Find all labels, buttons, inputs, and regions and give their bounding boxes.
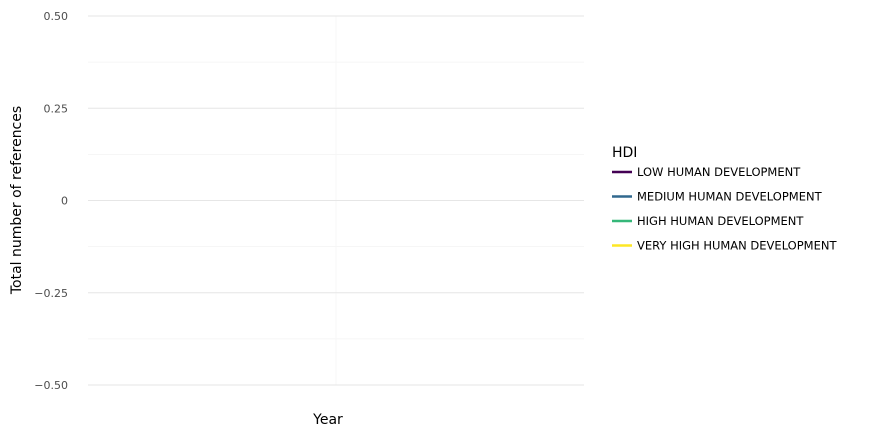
- y-tick-label: 0: [61, 195, 68, 208]
- legend-item: LOW HUMAN DEVELOPMENT: [612, 165, 801, 179]
- legend-label: HIGH HUMAN DEVELOPMENT: [637, 214, 804, 228]
- y-tick-label: −0.25: [34, 287, 68, 300]
- legend-label: VERY HIGH HUMAN DEVELOPMENT: [637, 239, 837, 253]
- y-tick-label: 0.25: [44, 102, 69, 115]
- legend-item: HIGH HUMAN DEVELOPMENT: [612, 214, 804, 228]
- legend-label: MEDIUM HUMAN DEVELOPMENT: [637, 190, 823, 204]
- legend: HDI LOW HUMAN DEVELOPMENT MEDIUM HUMAN DE…: [612, 145, 837, 253]
- x-axis-title: Year: [312, 412, 343, 428]
- y-axis-ticks: 0.50 0.25 0 −0.25 −0.50: [34, 10, 68, 392]
- legend-items: LOW HUMAN DEVELOPMENT MEDIUM HUMAN DEVELO…: [612, 165, 837, 253]
- y-tick-label: 0.50: [44, 10, 69, 23]
- y-tick-label: −0.50: [34, 379, 68, 392]
- legend-label: LOW HUMAN DEVELOPMENT: [637, 165, 801, 179]
- major-gridlines: [88, 15, 584, 386]
- legend-item: VERY HIGH HUMAN DEVELOPMENT: [612, 239, 837, 253]
- y-axis-title: Total number of references: [9, 106, 25, 295]
- legend-title: HDI: [612, 145, 637, 161]
- legend-item: MEDIUM HUMAN DEVELOPMENT: [612, 190, 823, 204]
